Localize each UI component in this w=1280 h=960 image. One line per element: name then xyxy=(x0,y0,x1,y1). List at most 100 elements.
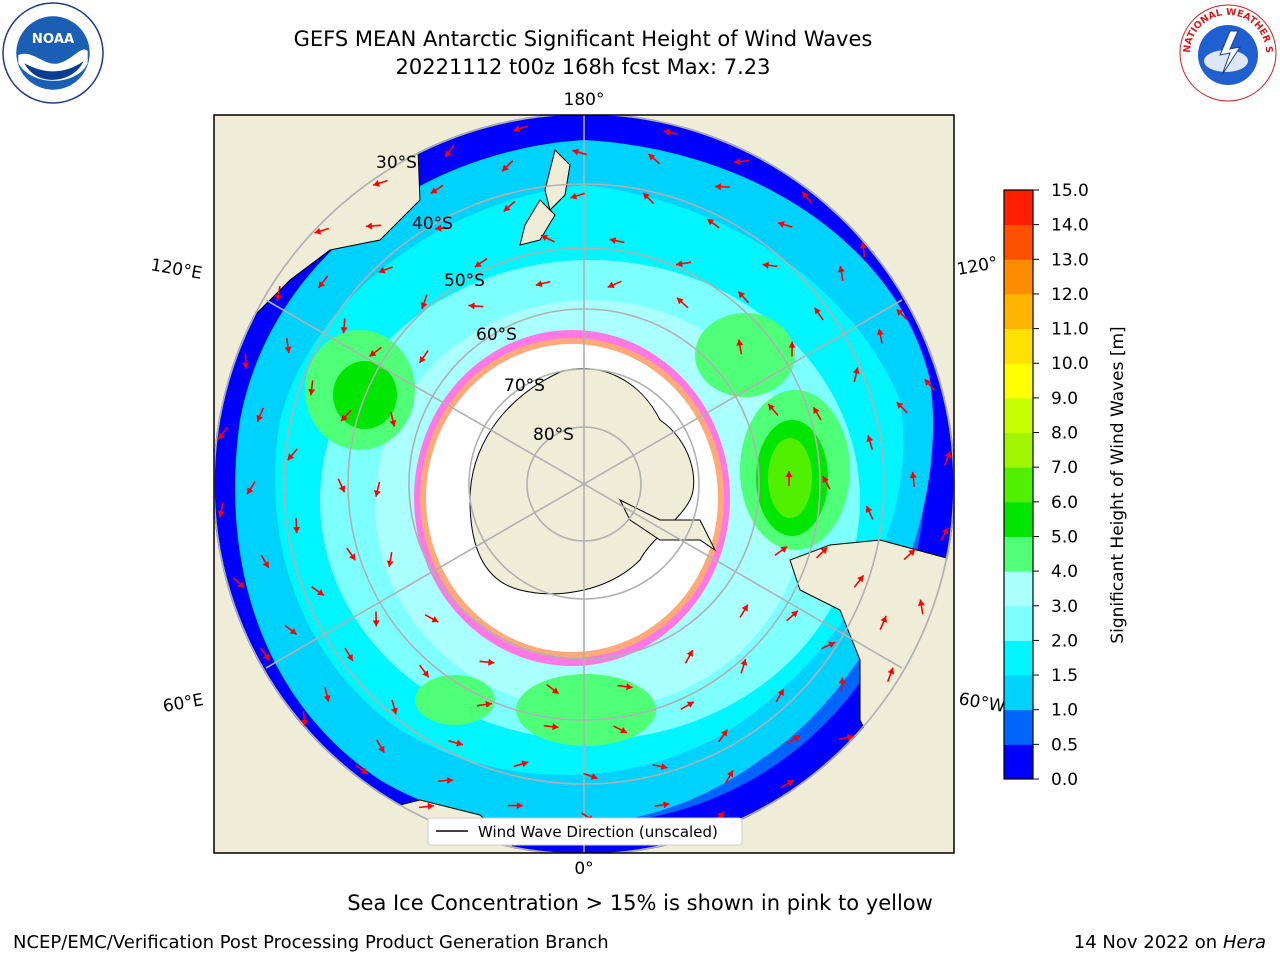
wave-direction-arrow xyxy=(232,577,245,589)
wave-direction-arrow xyxy=(317,275,329,289)
wave-direction-arrow xyxy=(822,475,831,490)
wind-wave-arrows xyxy=(217,125,952,843)
wave-direction-arrow xyxy=(684,649,694,664)
wave-direction-arrow xyxy=(886,667,895,683)
wave-direction-arrow xyxy=(314,227,330,235)
wave-direction-arrow xyxy=(609,237,625,245)
wave-direction-arrow xyxy=(572,148,587,156)
wave-direction-arrow xyxy=(373,481,381,497)
lat-label-70s: 70°S xyxy=(504,376,545,396)
antarctica xyxy=(469,368,695,595)
colorbar-segment xyxy=(1004,709,1033,745)
lon-label-lower-right: 60°W xyxy=(957,689,1007,717)
wave-direction-arrow xyxy=(733,158,750,166)
wave-direction-arrow xyxy=(448,739,464,747)
wave-direction-arrow xyxy=(786,610,799,622)
map-subtitle: 20221112 t00z 168h fcst Max: 7.23 xyxy=(395,55,771,79)
colorbar-tick-label: 0.5 xyxy=(1051,735,1078,755)
wave-direction-arrow xyxy=(767,403,779,416)
wave-direction-arrow xyxy=(853,574,865,588)
graticule xyxy=(214,115,954,853)
wave-direction-arrow xyxy=(444,144,455,158)
wave-direction-arrow xyxy=(242,353,250,369)
colorbar-segment xyxy=(1004,675,1033,711)
wave-direction-arrow xyxy=(903,548,916,561)
wave-direction-arrow xyxy=(676,297,689,309)
colorbar-segment xyxy=(1004,432,1033,468)
lat-label-40s: 40°S xyxy=(412,214,453,234)
colorbar-segment xyxy=(1004,259,1033,295)
noaa-logo-text: NOAA xyxy=(32,32,75,47)
sea-ice-note: Sea Ice Concentration > 15% is shown in … xyxy=(347,891,933,915)
wave-direction-arrow xyxy=(865,505,874,520)
colorbar-segment xyxy=(1004,363,1033,399)
colorbar-segment xyxy=(1004,467,1033,503)
wave-direction-arrow xyxy=(583,772,598,780)
wave-direction-arrow xyxy=(676,260,692,268)
colorbar-tick-label: 2.0 xyxy=(1051,631,1078,651)
wave-direction-arrow xyxy=(816,546,828,559)
wave-direction-arrow xyxy=(838,677,846,693)
wave-direction-arrow xyxy=(540,234,555,243)
wave-direction-arrow xyxy=(896,308,908,321)
wave-direction-arrow xyxy=(287,448,298,461)
colorbar-segment xyxy=(1004,190,1033,226)
nws-logo: NATIONAL WEATHER SERVICE xyxy=(1178,3,1277,102)
lon-label-upper-left: 120°E xyxy=(149,255,203,284)
wave-direction-arrow xyxy=(724,770,734,784)
wave-direction-arrow xyxy=(391,699,398,715)
colorbar-tick-label: 15.0 xyxy=(1051,181,1089,201)
wave-direction-arrow xyxy=(613,725,628,734)
wave-direction-arrow xyxy=(812,406,822,421)
wave-direction-arrow xyxy=(501,160,514,172)
wave-direction-arrow xyxy=(739,604,749,618)
wave-direction-arrow xyxy=(838,734,854,741)
wave-direction-arrow xyxy=(546,684,560,695)
colorbar-label: Significant Height of Wind Waves [m] xyxy=(1108,326,1128,643)
wave-direction-arrow xyxy=(535,280,551,288)
colorbar-tick-label: 10.0 xyxy=(1051,354,1089,374)
date-text: 14 Nov 2022 on Hera xyxy=(1073,932,1266,953)
colorbar-segment xyxy=(1004,640,1033,676)
colorbar-tick-label: 7.0 xyxy=(1051,458,1078,478)
noaa-logo: NOAA xyxy=(2,2,104,104)
colorbar-tick-label: 5.0 xyxy=(1051,527,1078,547)
lat-label-50s: 50°S xyxy=(444,271,485,291)
wave-direction-arrow xyxy=(365,222,381,230)
colorbar-segment xyxy=(1004,571,1033,607)
lat-label-60s: 60°S xyxy=(476,325,517,345)
wave-direction-arrow xyxy=(642,192,655,205)
colorbar-tick-label: 4.0 xyxy=(1051,562,1078,582)
wave-direction-arrow xyxy=(368,346,382,358)
wave-direction-arrow xyxy=(344,647,354,662)
wave-direction-arrow xyxy=(570,192,585,200)
wave-direction-arrow xyxy=(438,776,454,784)
wave-direction-arrow xyxy=(300,710,308,727)
wave-direction-arrow xyxy=(293,518,301,534)
colorbar-segment xyxy=(1004,328,1033,364)
map-title: GEFS MEAN Antarctic Significant Height o… xyxy=(293,27,873,51)
colorbar-tick-label: 14.0 xyxy=(1051,216,1089,236)
wave-direction-arrow xyxy=(419,664,430,678)
wave-direction-arrow xyxy=(680,701,695,710)
colorbar-tick-label: 8.0 xyxy=(1051,424,1078,444)
wave-direction-arrow xyxy=(513,125,528,133)
colorbar-segment xyxy=(1004,605,1033,641)
wave-direction-arrow xyxy=(663,128,679,136)
colorbar-tick-label: 9.0 xyxy=(1051,389,1078,409)
wave-direction-arrow xyxy=(813,307,824,321)
wave-direction-arrow xyxy=(785,471,793,486)
wave-direction-arrow xyxy=(607,280,622,289)
wave-direction-arrow xyxy=(647,153,661,165)
wave-direction-arrow xyxy=(246,481,256,495)
colorbar-tick-label: 12.0 xyxy=(1051,285,1089,305)
wave-direction-arrow xyxy=(737,290,750,304)
wave-direction-arrow xyxy=(424,614,439,623)
wave-direction-arrow xyxy=(420,294,428,310)
wave-direction-arrow xyxy=(859,241,867,258)
wave-direction-arrow xyxy=(718,729,729,743)
wave-direction-arrow xyxy=(435,224,451,232)
wave-direction-arrow xyxy=(943,451,952,466)
wave-direction-arrow xyxy=(375,739,385,754)
wave-direction-arrow xyxy=(788,341,796,357)
